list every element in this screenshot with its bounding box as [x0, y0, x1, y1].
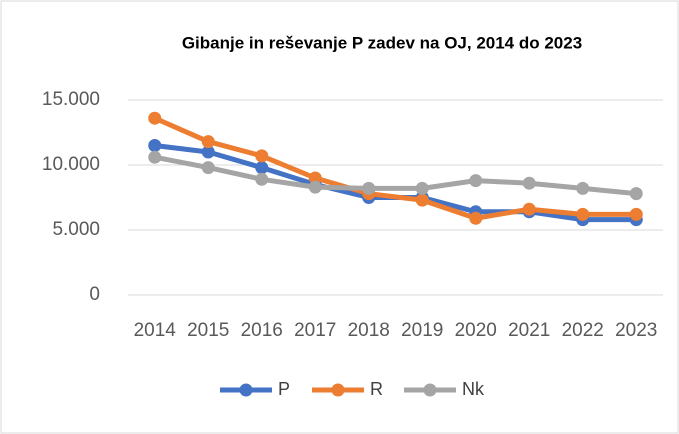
data-point — [148, 150, 162, 164]
x-tick-label: 2022 — [562, 320, 604, 341]
data-point — [255, 149, 269, 163]
legend-label: Nk — [462, 379, 485, 399]
legend-marker — [239, 383, 253, 397]
data-point — [255, 172, 269, 186]
data-point — [308, 180, 322, 194]
x-tick-label: 2019 — [401, 320, 443, 341]
x-tick-label: 2017 — [294, 320, 336, 341]
x-tick-label: 2015 — [187, 320, 229, 341]
legend-marker — [423, 383, 437, 397]
y-tick-label: 15.000 — [42, 89, 100, 110]
legend-marker — [331, 383, 345, 397]
chart-title: Gibanje in reševanje P zadev na OJ, 2014… — [182, 33, 582, 52]
data-point — [201, 135, 215, 149]
data-point — [415, 181, 429, 195]
y-tick-label: 0 — [89, 284, 100, 305]
data-point — [362, 181, 376, 195]
x-tick-label: 2020 — [455, 320, 497, 341]
y-tick-label: 5.000 — [52, 219, 100, 240]
data-point — [201, 145, 215, 159]
x-tick-label: 2018 — [348, 320, 390, 341]
x-tick-label: 2023 — [615, 320, 657, 341]
data-point — [576, 181, 590, 195]
x-tick-label: 2016 — [241, 320, 283, 341]
data-point — [469, 174, 483, 188]
data-point — [415, 193, 429, 207]
series-line — [153, 115, 637, 221]
data-point — [255, 161, 269, 175]
data-point — [522, 202, 536, 216]
data-point — [629, 207, 643, 221]
x-tick-label: 2021 — [508, 320, 550, 341]
series-line — [154, 154, 637, 197]
data-point — [576, 207, 590, 221]
data-point — [148, 111, 162, 125]
data-point — [522, 176, 536, 190]
x-tick-label: 2014 — [134, 320, 177, 341]
y-tick-label: 10.000 — [42, 154, 100, 175]
legend-label: R — [370, 379, 383, 399]
data-point — [629, 187, 643, 201]
data-point — [201, 161, 215, 175]
data-point — [308, 171, 322, 185]
data-point — [148, 139, 162, 152]
data-point — [469, 211, 483, 225]
legend-label: P — [278, 379, 290, 399]
